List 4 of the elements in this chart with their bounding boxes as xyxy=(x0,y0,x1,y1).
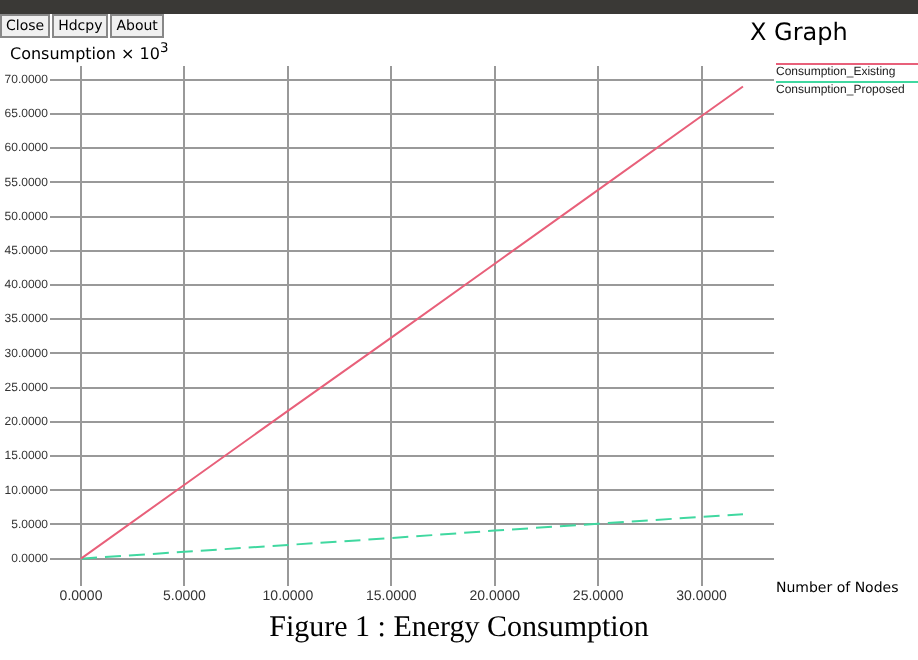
chart-title: X Graph xyxy=(750,18,848,46)
caption: Figure 1 : Energy Consumption xyxy=(267,612,651,646)
y-axis-title: Consumption × 10$^{3}$ xyxy=(10,40,169,64)
line-series xyxy=(80,513,744,560)
